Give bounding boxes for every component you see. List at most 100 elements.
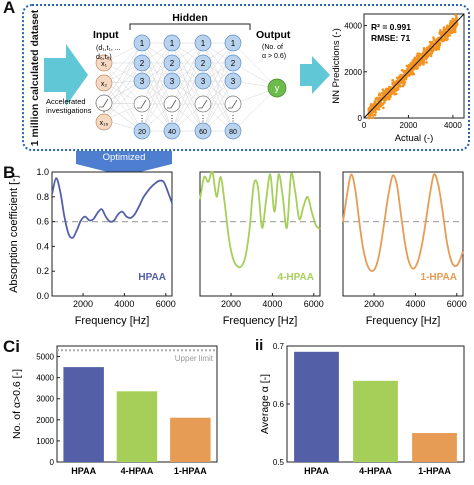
hidden-node-label: 1	[170, 39, 175, 48]
scatter-point	[437, 42, 441, 46]
bar-category-label: 1-HPAA	[174, 466, 207, 476]
hidden-node	[163, 54, 181, 72]
scatter-point	[371, 116, 375, 119]
absorption-series-line	[51, 177, 173, 239]
scatter-point	[451, 20, 454, 23]
hidden-ellipsis: ⋮	[229, 114, 237, 123]
bar	[353, 380, 398, 462]
hidden-node-label: 1	[231, 39, 236, 48]
scatter-point	[422, 50, 425, 54]
scatter-point	[387, 93, 390, 97]
hidden-node-label: 40	[168, 129, 176, 136]
activation-node	[163, 95, 181, 113]
scatter-point	[372, 102, 376, 106]
bar-category-label: HPAA	[71, 466, 96, 476]
nn-edge	[103, 62, 143, 105]
scatter-point	[417, 54, 421, 58]
hidden-node	[194, 34, 212, 52]
y-tick-label: 0.4	[36, 241, 49, 251]
nn-edge	[103, 42, 143, 104]
y-tick-label: 4000	[36, 374, 54, 383]
y-tick-label: 0	[358, 114, 363, 123]
hidden-node	[133, 54, 151, 72]
output-subtitle-2: α > 0.6)	[262, 53, 286, 60]
series-label: HPAA	[138, 272, 166, 283]
scatter-point	[415, 67, 418, 70]
hidden-node-label: 1	[140, 39, 145, 48]
x-tick-label: 6000	[447, 299, 467, 309]
scatter-point	[412, 67, 416, 70]
x-tick-label: 2000	[221, 299, 241, 309]
hidden-node-label: 3	[140, 77, 145, 86]
y-tick-label: 5000	[36, 353, 54, 362]
absorption-ylabel: Absorption coefficient [-]	[8, 175, 20, 293]
r2-annotation: R² = 0.991	[371, 22, 411, 32]
output-arrow	[300, 56, 330, 94]
scatter-point	[377, 108, 380, 111]
absorption-xlabel: Frequency [Hz]	[223, 315, 298, 327]
scatter-point	[409, 71, 412, 74]
scatter-point	[421, 53, 425, 56]
nn-edge	[103, 42, 143, 84]
input-arrow	[44, 44, 88, 106]
scatter-point	[378, 103, 382, 106]
nn-edge	[103, 62, 143, 104]
y-tick-label: 3000	[36, 395, 54, 404]
hidden-node	[224, 72, 242, 90]
nn-edge	[103, 62, 143, 121]
scatter-point	[453, 30, 457, 33]
upper-limit-label: Upper limit	[175, 354, 214, 363]
scatter-point	[427, 45, 431, 48]
hidden-bracket	[129, 23, 251, 30]
scatter-point	[455, 16, 458, 19]
x-tick-label: 4000	[444, 121, 462, 130]
activation-node	[224, 95, 242, 113]
scatter-point	[450, 31, 454, 34]
input-node	[95, 113, 113, 131]
scatter-point	[376, 105, 379, 109]
input-subtitle-1: (d₁,t₁, ...	[96, 45, 121, 52]
scatter-point	[392, 91, 396, 94]
scatter-point	[391, 79, 395, 82]
accelerated-label-1: Accelerated	[46, 97, 86, 106]
scatter-point	[451, 17, 454, 21]
input-node	[95, 54, 113, 72]
scatter-point	[393, 88, 397, 92]
scatter-point	[438, 31, 441, 34]
hidden-node-label: 80	[229, 129, 237, 136]
scatter-point	[402, 70, 406, 74]
scatter-point	[387, 87, 390, 90]
hidden-node	[194, 54, 212, 72]
scatter-point	[432, 47, 436, 51]
panel-label-cii: ii	[255, 337, 264, 354]
hidden-node	[133, 72, 151, 90]
bar-ylabel: No. of α>0.6 [-]	[11, 369, 23, 439]
scatter-point	[435, 38, 439, 41]
scatter-point	[422, 63, 425, 66]
input-node-label: x₂	[101, 81, 108, 88]
scatter-point	[384, 88, 388, 92]
hidden-node-label: 2	[201, 59, 206, 68]
series-label: 4-HPAA	[278, 272, 314, 283]
nn-connections	[103, 42, 278, 132]
absorption-series-line	[342, 173, 464, 273]
scatter-point	[396, 87, 400, 91]
bar-category-label: HPAA	[304, 466, 329, 476]
scatter-point	[414, 65, 418, 68]
bar	[170, 417, 211, 462]
bar-ylabel: Average α [-]	[259, 374, 271, 434]
hidden-node	[194, 72, 212, 90]
scatter-point	[373, 100, 376, 103]
hidden-node	[194, 122, 212, 140]
scatter-chart: 0 2000 4000 0 2000 4000 Actual (-) NN Predictio…	[331, 13, 465, 144]
hidden-ellipsis: ⋮	[138, 114, 146, 123]
y-tick-label: 0	[50, 458, 55, 467]
y-tick-label: 2000	[344, 68, 362, 77]
nn-edge	[171, 62, 204, 105]
scatter-point	[370, 103, 374, 107]
absorption-plot-area	[51, 171, 173, 297]
scatter-point	[424, 57, 428, 61]
scatter-xlabel: Actual (-)	[395, 133, 434, 144]
nn-edge	[171, 42, 204, 105]
